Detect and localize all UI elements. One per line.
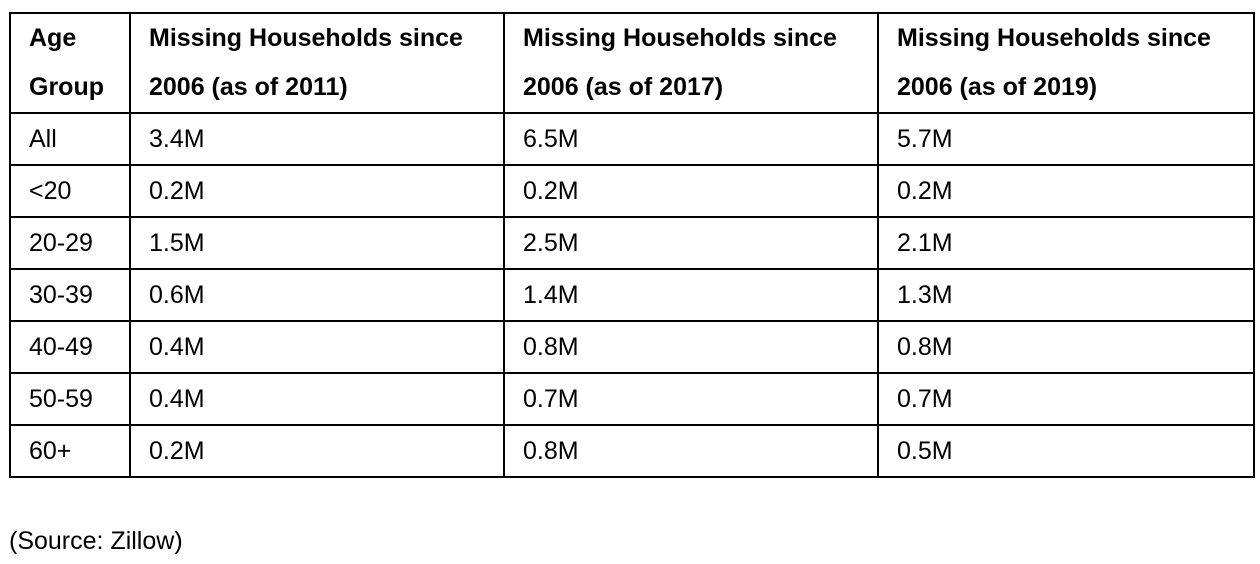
header-2011: Missing Households since 2006 (as of 201…: [129, 12, 505, 114]
table-row: 30-39 0.6M 1.4M 1.3M: [9, 268, 1255, 322]
table-row: 20-29 1.5M 2.5M 2.1M: [9, 216, 1255, 270]
value-2019-cell: 0.2M: [877, 164, 1255, 218]
value-2019-cell: 0.7M: [877, 372, 1255, 426]
value-2017-cell: 2.5M: [503, 216, 879, 270]
age-group-cell: 50-59: [9, 372, 131, 426]
value-2019-cell: 2.1M: [877, 216, 1255, 270]
value-2017-cell: 0.7M: [503, 372, 879, 426]
age-group-cell: All: [9, 112, 131, 166]
value-2011-cell: 1.5M: [129, 216, 505, 270]
value-2011-cell: 0.4M: [129, 320, 505, 374]
value-2011-cell: 0.4M: [129, 372, 505, 426]
header-row: Age Group Missing Households since 2006 …: [9, 12, 1255, 114]
age-group-cell: <20: [9, 164, 131, 218]
table-row: 40-49 0.4M 0.8M 0.8M: [9, 320, 1255, 374]
value-2011-cell: 0.2M: [129, 164, 505, 218]
value-2019-cell: 5.7M: [877, 112, 1255, 166]
source-note: (Source: Zillow): [9, 527, 183, 555]
age-group-cell: 40-49: [9, 320, 131, 374]
age-group-cell: 20-29: [9, 216, 131, 270]
missing-households-table: Age Group Missing Households since 2006 …: [9, 12, 1255, 478]
value-2019-cell: 0.8M: [877, 320, 1255, 374]
value-2017-cell: 6.5M: [503, 112, 879, 166]
value-2017-cell: 0.8M: [503, 320, 879, 374]
table-row: All 3.4M 6.5M 5.7M: [9, 112, 1255, 166]
header-2019: Missing Households since 2006 (as of 201…: [877, 12, 1255, 114]
value-2017-cell: 1.4M: [503, 268, 879, 322]
table-row: <20 0.2M 0.2M 0.2M: [9, 164, 1255, 218]
age-group-cell: 30-39: [9, 268, 131, 322]
table-row: 50-59 0.4M 0.7M 0.7M: [9, 372, 1255, 426]
value-2017-cell: 0.2M: [503, 164, 879, 218]
header-2017: Missing Households since 2006 (as of 201…: [503, 12, 879, 114]
table-row: 60+ 0.2M 0.8M 0.5M: [9, 424, 1255, 478]
header-age-group: Age Group: [9, 12, 131, 114]
value-2019-cell: 0.5M: [877, 424, 1255, 478]
value-2011-cell: 0.6M: [129, 268, 505, 322]
value-2011-cell: 0.2M: [129, 424, 505, 478]
value-2019-cell: 1.3M: [877, 268, 1255, 322]
value-2011-cell: 3.4M: [129, 112, 505, 166]
value-2017-cell: 0.8M: [503, 424, 879, 478]
age-group-cell: 60+: [9, 424, 131, 478]
